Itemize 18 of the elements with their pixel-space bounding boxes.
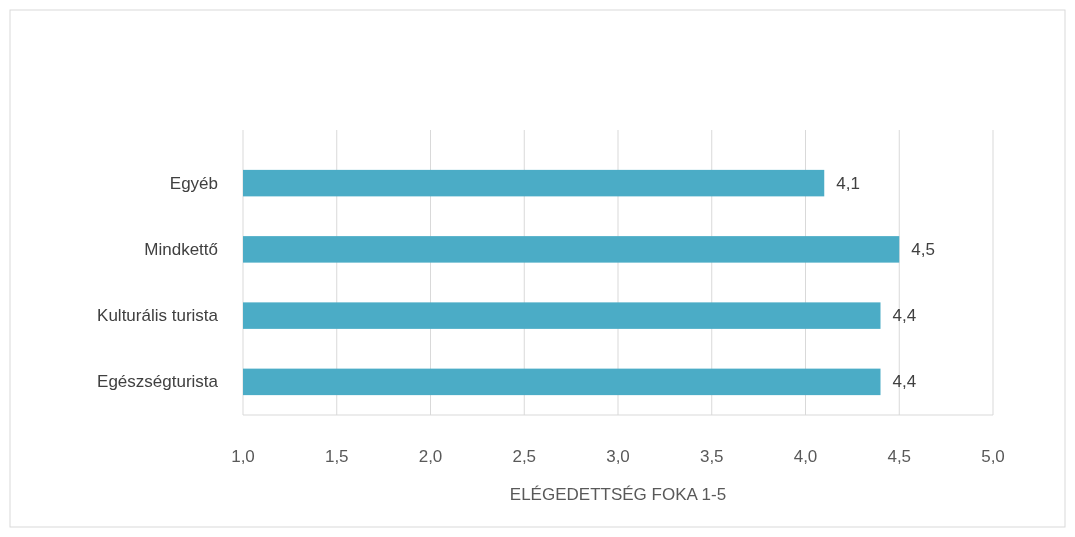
data-label: 4,4	[892, 372, 917, 392]
y-tick-label: Egészségturista	[97, 372, 219, 392]
x-tick-label: 1,5	[324, 447, 349, 466]
x-tick-label: 2,0	[418, 447, 443, 466]
data-label: 4,4	[892, 306, 917, 326]
x-tick-label: 4,0	[793, 447, 818, 466]
x-tick-label: 5,0	[981, 447, 1005, 466]
y-tick-label: Kulturális turista	[97, 306, 219, 326]
x-axis-title: ELÉGEDETTSÉG FOKA 1-5	[509, 485, 727, 504]
data-label: 4,5	[911, 239, 935, 259]
y-tick-label: Mindkettő	[144, 239, 218, 259]
x-tick-label: 2,5	[512, 447, 537, 466]
x-tick-label: 1,0	[231, 447, 255, 466]
x-tick-label: 3,5	[699, 447, 724, 466]
x-tick-label: 3,0	[606, 447, 630, 466]
data-label: 4,1	[836, 173, 860, 193]
x-tick-label: 4,5	[887, 447, 912, 466]
y-tick-label: Egyéb	[169, 173, 218, 193]
